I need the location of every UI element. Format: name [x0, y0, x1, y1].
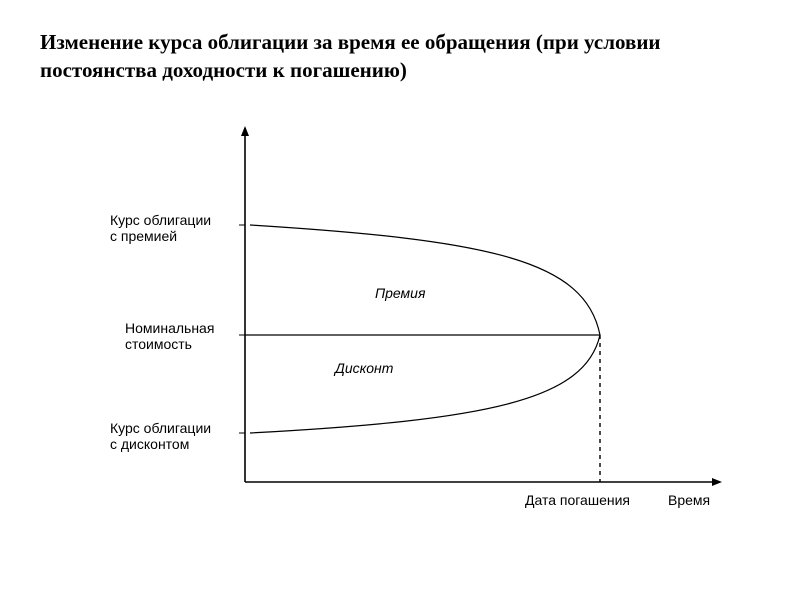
bond-price-chart: Курс облигации с премией Номинальная сто…	[40, 120, 760, 550]
label-maturity-date: Дата погашения	[525, 492, 630, 508]
label-nominal-value: Номинальная стоимость	[125, 320, 214, 352]
label-discount-zone: Дисконт	[335, 360, 393, 376]
label-premium-bond: Курс облигации с премией	[110, 212, 211, 244]
figure-title: Изменение курса облигации за время ее об…	[40, 28, 760, 85]
label-x-axis: Время	[668, 492, 710, 508]
label-discount-bond: Курс облигации с дисконтом	[110, 420, 211, 452]
label-premium-zone: Премия	[375, 285, 425, 301]
